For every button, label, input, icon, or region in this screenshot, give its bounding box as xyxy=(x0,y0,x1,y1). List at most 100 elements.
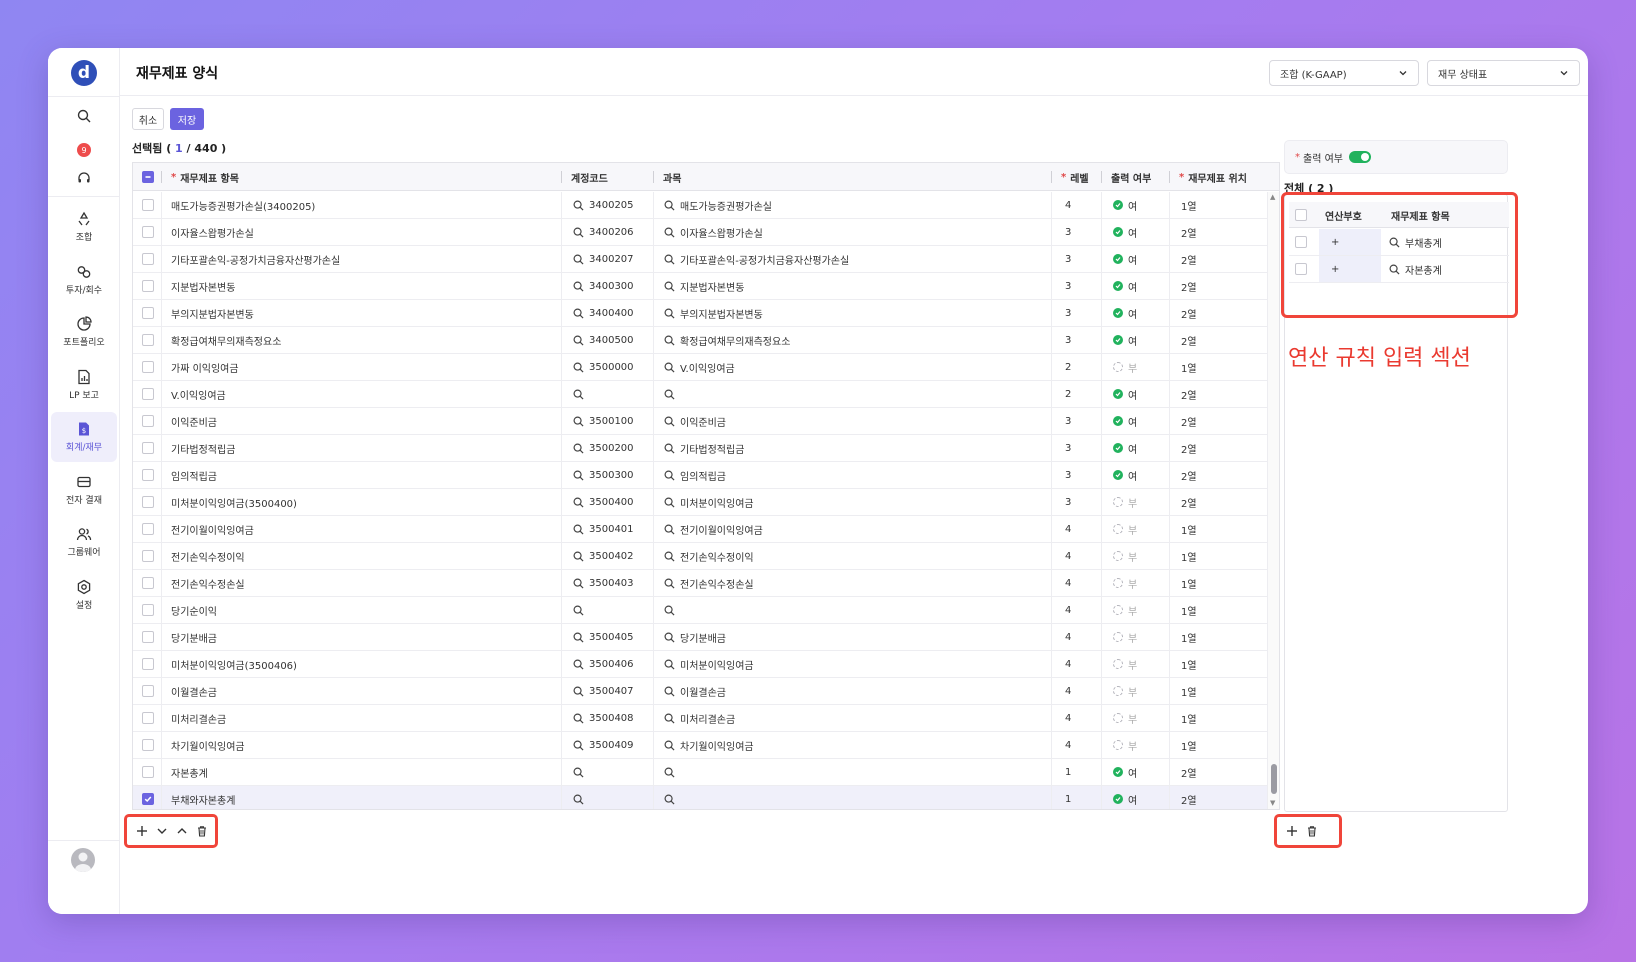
account-code-field[interactable]: 3400206 xyxy=(573,219,634,245)
position-value[interactable]: 2열 xyxy=(1181,255,1197,267)
search-icon[interactable] xyxy=(664,632,680,643)
position-value[interactable]: 1열 xyxy=(1181,606,1197,618)
table-row[interactable]: 미처분이익잉여금(3500400) 3500400 미처분이익잉여금 3 부 2열 xyxy=(133,489,1279,516)
row-checkbox[interactable] xyxy=(142,192,154,218)
account-code-field[interactable]: 3500403 xyxy=(573,570,634,596)
output-status[interactable]: 여 xyxy=(1113,300,1137,326)
subject-field[interactable] xyxy=(664,786,680,809)
subject-field[interactable]: 전기이월이익잉여금 xyxy=(664,516,763,542)
subject-field[interactable]: 매도가능증권평가손실 xyxy=(664,192,772,218)
column-header-position[interactable]: * 재무제표 위치 xyxy=(1179,171,1247,185)
output-status[interactable]: 여 xyxy=(1113,327,1137,353)
row-checkbox[interactable] xyxy=(142,516,154,542)
level-value[interactable]: 3 xyxy=(1065,253,1072,265)
operation-row[interactable]: + 자본총계 xyxy=(1289,256,1509,283)
position-value[interactable]: 2열 xyxy=(1181,498,1197,510)
table-row[interactable]: 임의적립금 3500300 임의적립금 3 여 2열 xyxy=(133,462,1279,489)
search-icon[interactable] xyxy=(573,254,589,265)
row-checkbox[interactable] xyxy=(142,597,154,623)
subject-field[interactable]: 전기손익수정이익 xyxy=(664,543,754,569)
search-icon[interactable] xyxy=(573,470,589,481)
level-value[interactable]: 4 xyxy=(1065,685,1072,697)
output-status[interactable]: 여 xyxy=(1113,192,1137,218)
sidebar-item-5[interactable]: 전자 결재 xyxy=(51,465,117,515)
row-checkbox[interactable] xyxy=(142,543,154,569)
output-status[interactable]: 부 xyxy=(1113,597,1137,623)
account-code-field[interactable] xyxy=(573,597,589,623)
account-code-field[interactable]: 3500406 xyxy=(573,651,634,677)
search-icon[interactable] xyxy=(664,254,680,265)
output-status[interactable]: 부 xyxy=(1113,732,1137,758)
add-row-button[interactable] xyxy=(135,824,149,838)
move-down-button[interactable] xyxy=(155,824,169,838)
operator-cell[interactable]: + xyxy=(1319,229,1381,255)
table-row[interactable]: 가짜 이익잉여금 3500000 V.이익잉여금 2 부 1열 xyxy=(133,354,1279,381)
search-icon[interactable] xyxy=(664,713,680,724)
account-code-field[interactable]: 3500100 xyxy=(573,408,634,434)
subject-field[interactable]: 미처분이익잉여금 xyxy=(664,651,754,677)
account-code-field[interactable]: 3500401 xyxy=(573,516,634,542)
level-value[interactable]: 2 xyxy=(1065,388,1072,400)
output-status[interactable]: 부 xyxy=(1113,516,1137,542)
sidebar-item-4[interactable]: $ 회계/재무 xyxy=(51,412,117,462)
subject-field[interactable]: 미처분이익잉여금 xyxy=(664,489,754,515)
level-value[interactable]: 4 xyxy=(1065,739,1072,751)
search-icon[interactable] xyxy=(664,470,680,481)
avatar[interactable] xyxy=(71,848,95,872)
row-checkbox[interactable] xyxy=(142,705,154,731)
row-checkbox[interactable] xyxy=(142,327,154,353)
item-name[interactable]: 전기손익수정손실 xyxy=(171,579,245,591)
search-icon[interactable] xyxy=(664,308,680,319)
search-icon[interactable] xyxy=(573,740,589,751)
search-icon[interactable] xyxy=(573,578,589,589)
item-name[interactable]: 전기이월이익잉여금 xyxy=(171,525,254,537)
search-icon[interactable] xyxy=(573,497,589,508)
save-button[interactable]: 저장 xyxy=(170,108,204,130)
search-icon[interactable] xyxy=(573,713,589,724)
search-icon[interactable] xyxy=(573,281,589,292)
output-toggle[interactable] xyxy=(1348,151,1371,163)
level-value[interactable]: 3 xyxy=(1065,226,1072,238)
search-icon[interactable] xyxy=(664,605,680,616)
subject-field[interactable]: 당기분배금 xyxy=(664,624,726,650)
level-value[interactable]: 4 xyxy=(1065,604,1072,616)
search-icon[interactable] xyxy=(664,686,680,697)
level-value[interactable]: 3 xyxy=(1065,415,1072,427)
account-code-field[interactable]: 3500200 xyxy=(573,435,634,461)
cancel-button[interactable]: 취소 xyxy=(132,108,164,130)
output-status[interactable]: 부 xyxy=(1113,570,1137,596)
table-row[interactable]: 부의지분법자본변동 3400400 부의지분법자본변동 3 여 2열 xyxy=(133,300,1279,327)
position-value[interactable]: 1열 xyxy=(1181,714,1197,726)
item-name[interactable]: 부의지분법자본변동 xyxy=(171,309,254,321)
item-name[interactable]: 기타법정적립금 xyxy=(171,444,236,456)
column-header-rule-item[interactable]: 재무제표 항목 xyxy=(1391,211,1450,223)
output-status[interactable]: 부 xyxy=(1113,624,1137,650)
row-checkbox[interactable] xyxy=(142,435,154,461)
subject-field[interactable]: 지분법자본변동 xyxy=(664,273,744,299)
level-value[interactable]: 4 xyxy=(1065,199,1072,211)
position-value[interactable]: 2열 xyxy=(1181,309,1197,321)
search-icon[interactable] xyxy=(573,443,589,454)
position-value[interactable]: 1열 xyxy=(1181,633,1197,645)
search-icon[interactable] xyxy=(664,524,680,535)
output-status[interactable]: 여 xyxy=(1113,462,1137,488)
account-code-field[interactable]: 3500405 xyxy=(573,624,634,650)
subject-field[interactable]: 이자율스왑평가손실 xyxy=(664,219,763,245)
search-icon[interactable] xyxy=(573,524,589,535)
output-status[interactable]: 부 xyxy=(1113,543,1137,569)
subject-field[interactable]: 이익준비금 xyxy=(664,408,726,434)
table-row[interactable]: 지분법자본변동 3400300 지분법자본변동 3 여 2열 xyxy=(133,273,1279,300)
subject-field[interactable]: 이월결손금 xyxy=(664,678,726,704)
search-icon[interactable] xyxy=(664,740,680,751)
output-status[interactable]: 여 xyxy=(1113,246,1137,272)
fund-type-select[interactable]: 조합 (K-GAAP) xyxy=(1269,60,1419,86)
item-name[interactable]: 지분법자본변동 xyxy=(171,282,236,294)
table-row[interactable]: 당기순이익 4 부 1열 xyxy=(133,597,1279,624)
account-code-field[interactable]: 3500402 xyxy=(573,543,634,569)
column-header-output[interactable]: 출력 여부 xyxy=(1111,173,1152,185)
column-header-code[interactable]: 계정코드 xyxy=(571,173,608,185)
operator-cell[interactable]: + xyxy=(1319,256,1381,282)
subject-field[interactable]: 전기손익수정손실 xyxy=(664,570,754,596)
search-icon[interactable] xyxy=(573,767,589,778)
level-value[interactable]: 4 xyxy=(1065,577,1072,589)
